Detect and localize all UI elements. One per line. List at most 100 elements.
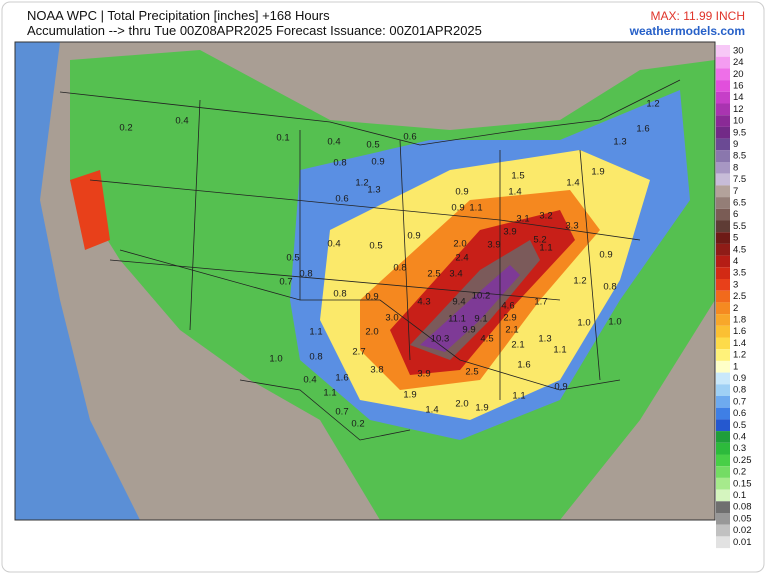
map-value-label: 1.1 — [512, 391, 525, 402]
colorbar-swatch — [716, 337, 730, 350]
colorbar-swatch — [716, 466, 730, 478]
colorbar-swatch — [716, 477, 730, 490]
colorbar-label: 1.8 — [733, 314, 746, 325]
colorbar-swatch — [716, 513, 730, 525]
map-value-label: 2.0 — [365, 327, 378, 338]
colorbar-swatch — [716, 349, 730, 361]
map-value-label: 0.8 — [309, 352, 322, 363]
map-value-label: 0.5 — [286, 253, 299, 264]
precip-west — [70, 170, 110, 250]
title: NOAA WPC | Total Precipitation [inches] … — [27, 8, 330, 23]
colorbar-swatch — [716, 431, 730, 443]
colorbar-label: 4 — [733, 256, 738, 267]
colorbar-label: 0.02 — [733, 525, 752, 536]
map-value-label: 0.4 — [327, 239, 340, 250]
colorbar-label: 20 — [733, 69, 744, 80]
colorbar-label: 1 — [733, 361, 738, 372]
map-value-label: 9.1 — [474, 314, 487, 325]
colorbar-label: 9.5 — [733, 127, 746, 138]
colorbar-label: 0.15 — [733, 478, 752, 489]
map-value-label: 0.4 — [175, 116, 188, 127]
colorbar-swatch — [716, 489, 730, 502]
colorbar-swatch — [716, 185, 730, 198]
colorbar-label: 0.25 — [733, 455, 752, 466]
map-value-label: 9.9 — [462, 325, 475, 336]
map-value-label: 4.3 — [417, 297, 430, 308]
map-value-label: 1.1 — [309, 327, 322, 338]
map-value-label: 1.4 — [425, 405, 438, 416]
colorbar-swatch — [716, 279, 730, 291]
map-value-label: 2.0 — [453, 239, 466, 250]
colorbar-label: 0.6 — [733, 408, 746, 419]
map-value-label: 0.2 — [351, 419, 364, 430]
colorbar-label: 5 — [733, 233, 738, 244]
colorbar-swatch — [716, 454, 730, 467]
map-value-label: 0.9 — [599, 250, 612, 261]
map-value-label: 1.4 — [508, 187, 521, 198]
colorbar-label: 2 — [733, 303, 738, 314]
map-border — [14, 41, 716, 521]
colorbar-swatch — [716, 255, 730, 268]
colorbar-swatch — [716, 325, 730, 338]
colorbar-swatch — [716, 162, 730, 174]
map-value-label: 0.6 — [403, 132, 416, 143]
map-value-label: 0.7 — [279, 277, 292, 288]
map-value-label: 3.4 — [449, 269, 462, 280]
map-value-label: 10.3 — [431, 334, 450, 345]
colorbar-label: 0.7 — [733, 396, 746, 407]
colorbar-label: 0.01 — [733, 537, 752, 548]
colorbar-swatch — [716, 150, 730, 162]
colorbar-label: 24 — [733, 57, 744, 68]
map-value-label: 3.9 — [503, 227, 516, 238]
colorbar-label: 10 — [733, 116, 744, 127]
colorbar-label: 1.2 — [733, 350, 746, 361]
map-value-label: 1.6 — [335, 373, 348, 384]
colorbar-label: 12 — [733, 104, 744, 115]
map-value-label: 1.3 — [367, 185, 380, 196]
map-value-label: 0.8 — [333, 289, 346, 300]
colorbar-label: 0.2 — [733, 467, 746, 478]
colorbar-label: 5.5 — [733, 221, 746, 232]
map-value-label: 3.2 — [539, 211, 552, 222]
map-value-label: 3.9 — [417, 369, 430, 380]
map-value-label: 3.8 — [370, 365, 383, 376]
map-value-label: 1.1 — [553, 345, 566, 356]
map-value-label: 2.7 — [352, 347, 365, 358]
map-value-label: 1.1 — [539, 243, 552, 254]
map-value-label: 2.0 — [455, 399, 468, 410]
colorbar-swatch — [716, 314, 730, 326]
map-value-label: 1.6 — [636, 124, 649, 135]
map-value-label: 0.8 — [393, 263, 406, 274]
map-value-label: 0.9 — [455, 187, 468, 198]
map-value-label: 1.0 — [577, 318, 590, 329]
colorbar-label: 0.8 — [733, 385, 746, 396]
map-value-label: 1.3 — [538, 334, 551, 345]
colorbar-swatch — [716, 208, 730, 221]
map-value-label: 0.8 — [299, 269, 312, 280]
colorbar-swatch — [716, 56, 730, 69]
map-value-label: 1.1 — [469, 203, 482, 214]
map-value-label: 0.9 — [451, 203, 464, 214]
colorbar-label: 0.4 — [733, 431, 746, 442]
colorbar-swatch — [716, 442, 730, 455]
colorbar: 302420161412109.598.587.576.565.554.543.… — [716, 45, 752, 549]
map-value-label: 1.2 — [355, 178, 368, 189]
map-value-label: 11.1 — [448, 314, 466, 325]
colorbar-swatch — [716, 360, 730, 373]
colorbar-swatch — [716, 91, 730, 104]
map-value-label: 1.4 — [566, 178, 579, 189]
colorbar-swatch — [716, 232, 730, 244]
colorbar-swatch — [716, 220, 730, 233]
colorbar-swatch — [716, 396, 730, 408]
colorbar-label: 1.4 — [733, 338, 746, 349]
max-label: MAX: 11.99 INCH — [651, 9, 745, 23]
map — [14, 41, 716, 521]
map-value-label: 3.0 — [385, 313, 398, 324]
map-value-label: 2.5 — [465, 367, 478, 378]
colorbar-swatch — [716, 372, 730, 385]
colorbar-label: 8.5 — [733, 151, 746, 162]
colorbar-swatch — [716, 524, 730, 537]
colorbar-swatch — [716, 115, 730, 127]
colorbar-label: 1.6 — [733, 326, 746, 337]
colorbar-swatch — [716, 407, 730, 420]
